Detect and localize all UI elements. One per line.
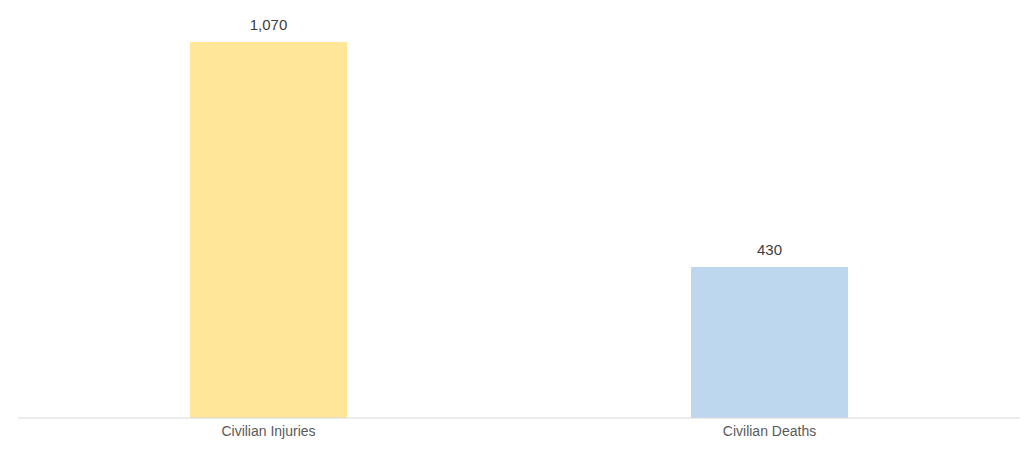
svg-text:Civilian Injuries: Civilian Injuries: [221, 423, 315, 439]
svg-text:1,070: 1,070: [250, 16, 288, 33]
svg-text:Civilian Deaths: Civilian Deaths: [723, 423, 816, 439]
svg-text:430: 430: [757, 241, 782, 258]
